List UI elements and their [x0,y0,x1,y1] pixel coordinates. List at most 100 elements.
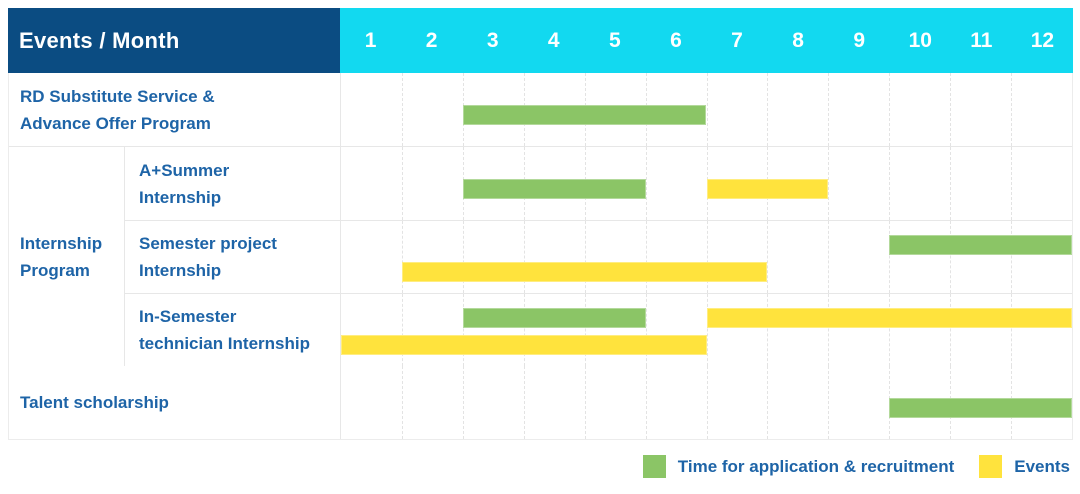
month-gridline [1011,147,1013,220]
group-label-line: Program [20,260,90,280]
row-label-in-semester: In-Semester technician Internship [125,294,341,366]
month-gridline [889,221,891,293]
month-header-4: 4 [547,28,560,52]
row-label-talent-scholarship: Talent scholarship [9,366,341,439]
month-gridline [706,366,708,439]
month-gridline [950,147,952,220]
corner-header-label: Events / Month [19,27,180,53]
month-gridline [767,366,769,439]
month-gridline [645,147,647,220]
month-gridline [584,294,586,366]
chart-cell-rd-substitute [341,73,1072,146]
legend-item-events: Events [979,455,1070,478]
application-bar [889,397,1072,418]
month-gridline [706,294,708,366]
group-label-line: Internship [20,233,103,253]
month-gridline [889,73,891,146]
month-gridline [828,147,830,220]
month-gridline [401,73,403,146]
month-header-10: 10 [908,28,932,52]
month-gridline [889,294,891,366]
month-gridline [401,366,403,439]
month-header-row: 1 2 3 4 5 6 7 8 9 10 11 12 [340,8,1073,73]
month-header-7: 7 [731,28,743,52]
month-gridline [767,73,769,146]
month-gridline [462,294,464,366]
month-gridline [523,366,525,439]
legend-label-application: Time for application & recruitment [677,456,955,476]
row-label-a-summer: A+Summer Internship [125,147,341,220]
month-header-1: 1 [364,28,377,52]
row-label-line: Advance Offer Program [20,113,211,133]
month-gridline [889,147,891,220]
month-gridline [706,221,708,293]
month-gridline [645,221,647,293]
month-gridline [401,221,403,293]
event-bar [401,262,768,283]
event-bar [706,308,1072,329]
month-gridline [1011,221,1013,293]
row-label-line: RD Substitute Service & [20,86,215,106]
month-header-11: 11 [970,28,993,52]
group-sub-rows: A+Summer Internship Semester project Int… [125,147,1072,366]
application-bar [462,104,707,125]
row-label-line: In-Semester [139,307,237,326]
month-gridline [767,221,769,293]
table-body: RD Substitute Service & Advance Offer Pr… [8,73,1073,440]
month-gridline [523,294,525,366]
table-row-a-summer: A+Summer Internship [125,147,1072,220]
month-gridline [1011,294,1013,366]
row-label-line: A+Summer [139,160,230,180]
row-label-line: Semester project [139,234,277,253]
row-label-line: Talent scholarship [20,393,169,412]
month-header-12: 12 [1030,28,1055,52]
legend-item-application: Time for application & recruitment [642,455,955,478]
month-gridline [401,294,403,366]
row-label-semester-project: Semester project Internship [125,221,341,293]
table-header: Events / Month 1 2 3 4 5 6 7 8 9 10 11 1… [8,8,1073,73]
month-gridline [584,221,586,293]
month-gridline [462,221,464,293]
month-gridline [950,221,952,293]
row-label-line: Internship [139,261,222,280]
event-bar [341,335,707,356]
month-gridline [401,147,403,220]
table-row-in-semester: In-Semester technician Internship [125,293,1072,366]
month-header-6: 6 [670,28,682,52]
group-internship-program: Internship Program A+Summer Internship S… [9,146,1072,366]
month-gridline [828,73,830,146]
month-gridline [950,294,952,366]
application-bar [462,178,646,199]
application-swatch-icon [642,455,666,478]
application-bar [889,235,1072,256]
table-row-talent-scholarship: Talent scholarship [9,366,1072,439]
application-bar [462,308,646,329]
month-header-2: 2 [425,28,438,52]
month-gridline [706,73,708,146]
chart-cell-a-summer [341,147,1072,220]
gantt-table: Events / Month 1 2 3 4 5 6 7 8 9 10 11 1… [8,8,1073,440]
chart-cell-semester-project [341,221,1072,293]
month-gridline [828,366,830,439]
month-gridline [462,366,464,439]
corner-header-cell: Events / Month [8,8,340,73]
chart-cell-talent-scholarship [341,366,1072,439]
month-gridline [645,366,647,439]
legend: Time for application & recruitment Event… [642,455,1070,478]
month-gridline [950,73,952,146]
table-row-semester-project: Semester project Internship [125,220,1072,293]
month-gridline [767,294,769,366]
month-gridline [645,294,647,366]
event-bar [706,178,829,199]
month-gridline [523,221,525,293]
month-gridline [1011,73,1013,146]
row-label-line: Internship [139,187,222,207]
table-row-rd-substitute: RD Substitute Service & Advance Offer Pr… [9,73,1072,146]
chart-cell-in-semester [341,294,1072,366]
month-header-9: 9 [853,28,865,52]
month-gridline [828,221,830,293]
month-header-8: 8 [792,28,804,52]
event-swatch-icon [979,455,1003,478]
month-gridline [584,366,586,439]
